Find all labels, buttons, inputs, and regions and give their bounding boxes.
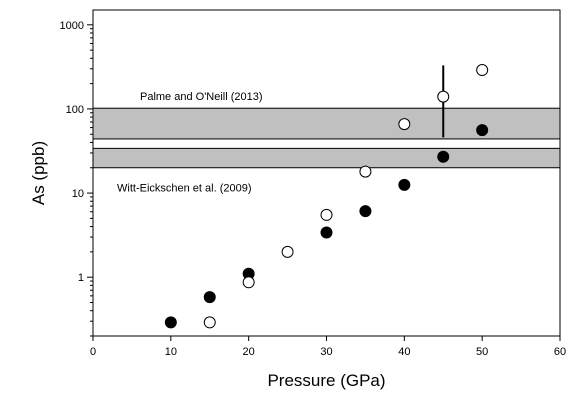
reference-band <box>92 107 561 140</box>
filled-point <box>359 205 372 218</box>
x-tick-label: 30 <box>320 346 332 358</box>
filled-point <box>164 316 177 329</box>
y-tick-label: 1000 <box>60 20 84 32</box>
y-tick-label: 10 <box>72 188 84 200</box>
y-axis-ticks: 1 10 100 1000 <box>60 20 93 337</box>
open-point <box>437 90 450 103</box>
open-point <box>242 276 255 289</box>
x-tick-label: 50 <box>476 346 488 358</box>
x-tick-label: 0 <box>90 346 96 358</box>
filled-point <box>437 150 450 163</box>
x-tick-label: 60 <box>554 346 566 358</box>
reference-band <box>92 147 561 169</box>
data-points <box>164 64 489 329</box>
plot-frame <box>92 9 561 337</box>
open-point <box>398 118 411 131</box>
band-label: Witt-Eickschen et al. (2009) <box>117 183 252 195</box>
band-label: Palme and O'Neill (2013) <box>140 91 263 103</box>
y-axis-title: As (ppb) <box>29 141 48 205</box>
x-tick-label: 40 <box>398 346 410 358</box>
open-point <box>203 316 216 329</box>
x-axis-ticks: 0 10 20 30 40 50 60 <box>90 336 566 358</box>
open-point <box>281 245 294 258</box>
filled-point <box>320 226 333 239</box>
y-tick-label: 1 <box>78 272 84 284</box>
open-point <box>359 165 372 178</box>
x-tick-label: 20 <box>243 346 255 358</box>
filled-point <box>203 291 216 304</box>
open-point <box>476 64 489 77</box>
x-axis-title: Pressure (GPa) <box>267 371 385 390</box>
x-tick-label: 10 <box>165 346 177 358</box>
band-labels: Palme and O'Neill (2013) Witt-Eickschen e… <box>117 91 263 195</box>
y-tick-label: 100 <box>66 104 84 116</box>
filled-point <box>398 178 411 191</box>
open-point <box>320 208 333 221</box>
reference-bands <box>92 107 561 169</box>
filled-point <box>476 124 489 137</box>
